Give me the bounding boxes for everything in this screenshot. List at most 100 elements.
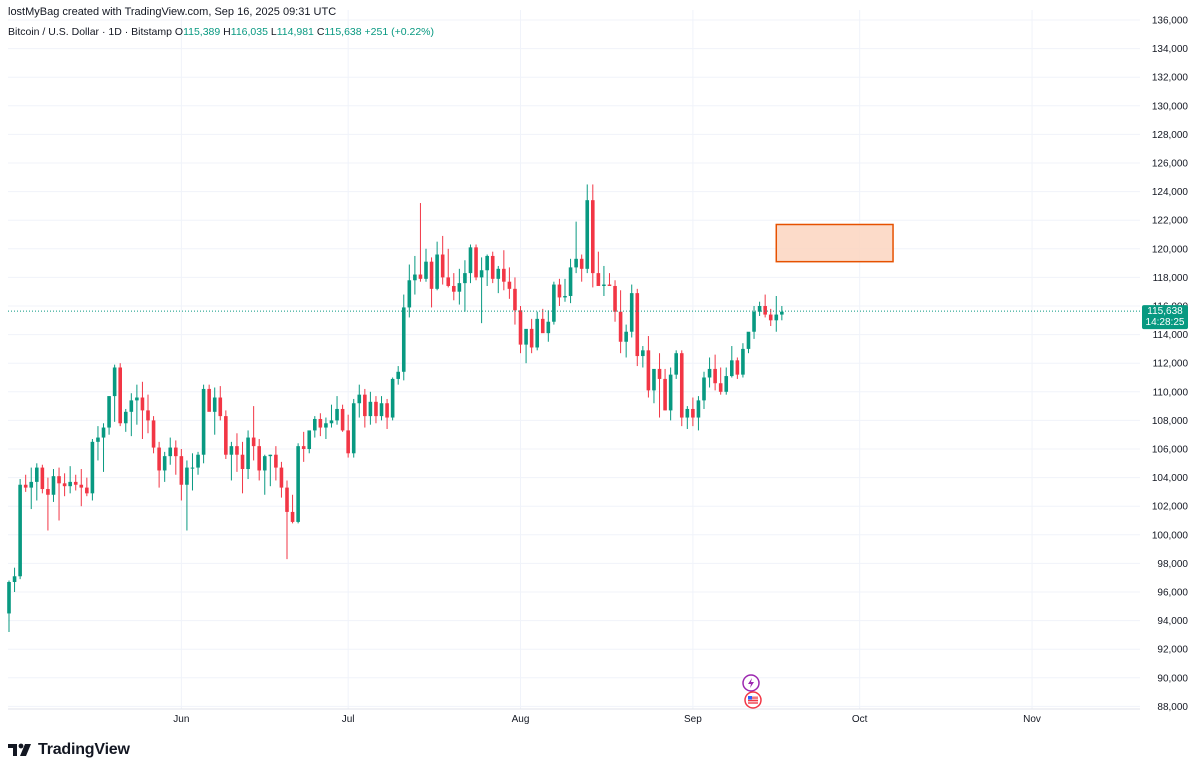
candle-body [768,314,773,321]
candle-body [591,200,595,274]
y-tick-label: 136,000 [1152,16,1189,27]
candle-body [12,576,17,582]
candle-up [774,295,779,332]
candle-body [696,400,701,418]
candle-up [741,343,745,378]
candle-down [279,461,284,498]
candle-down [85,477,89,497]
time-axis[interactable]: Jun Jul Aug Sep Oct Nov [173,714,1041,725]
candle-body [274,454,278,468]
candle-body [746,331,751,349]
candle-body [313,418,317,431]
close-value: 115,638 [324,26,362,38]
candle-down [79,469,84,507]
tradingview-brand[interactable]: TradingView [8,741,130,759]
candle-up [485,254,489,286]
candle-body [741,348,745,375]
y-tick-label: 88,000 [1157,702,1188,713]
candle-up [524,328,528,364]
candle-up [407,264,412,318]
close-label: C [316,26,325,38]
target-zone-rect[interactable] [775,223,894,263]
candle-body [18,484,22,577]
candle-up [185,460,189,531]
candle-down [713,354,717,391]
candle-up [479,257,484,324]
y-tick-label: 108,000 [1152,416,1189,427]
candle-body [329,420,334,424]
us-flag-event-icon[interactable] [744,691,762,709]
symbol-legend[interactable]: Bitcoin / U.S. Dollar · 1D · Bitstamp O1… [8,26,434,38]
candle-body [679,353,684,418]
candle-down [157,441,161,488]
candle-up [7,580,11,633]
candle-body [763,306,767,315]
candle-up [12,567,17,592]
candle-up [535,311,539,351]
candle-up [396,366,400,385]
candle-body [257,446,261,471]
candle-down [118,363,122,427]
candle-body [140,397,145,411]
candle-down [385,398,389,429]
candle-body [657,368,662,379]
y-tick-label: 124,000 [1152,187,1189,198]
candle-body [496,268,501,279]
candle-down [346,414,350,458]
candle-body [485,255,489,271]
candle-up [229,441,234,481]
candle-down [57,467,61,521]
candle-up [162,451,167,482]
candle-up [201,384,206,464]
candle-up [435,241,439,291]
candle-body [540,318,545,334]
candle-down [73,474,78,491]
candle-up [424,248,428,282]
candle-body [96,437,100,442]
candle-body [479,270,484,278]
candle-up [546,310,551,342]
candle-up [563,278,567,302]
candle-down [490,251,495,284]
candle-body [68,481,72,487]
candle-up [702,371,706,409]
candle-down [274,446,278,481]
candle-body [652,368,656,391]
candle-down [735,357,740,379]
candle-body [629,293,634,332]
candle-up [129,393,134,437]
candle-body [129,400,134,412]
candle-body [285,487,289,512]
price-axis[interactable]: 136,000 134,000 132,000 130,000 128,000 126,0… [1152,16,1189,713]
y-tick-label: 114,000 [1153,330,1189,341]
lightning-event-icon[interactable] [742,674,760,692]
candle-body [179,456,184,485]
candle-body [607,284,612,286]
candle-body [524,328,528,345]
candle-down [591,184,595,288]
candle-body [7,581,11,614]
candle-up [685,406,690,429]
candle-body [51,476,56,495]
candle-body [73,481,78,485]
candle-body [613,285,617,312]
candle-down [557,278,562,306]
candle-body [40,467,45,490]
target-zone-layer [775,223,894,263]
candle-down [179,449,184,501]
candle-body [229,446,234,455]
candle-body [396,371,400,379]
candle-up [107,396,111,435]
candle-body [579,258,584,269]
candle-down [446,248,451,288]
x-tick-label: Jul [342,714,355,725]
candle-body [446,277,451,286]
candle-body [368,401,373,417]
candle-body [513,288,517,311]
candle-body [724,376,729,392]
candle-body [752,311,756,332]
candle-down [290,494,295,524]
symbol-title[interactable]: Bitcoin / U.S. Dollar · 1D · Bitstamp [8,26,172,38]
candle-body [546,321,551,334]
